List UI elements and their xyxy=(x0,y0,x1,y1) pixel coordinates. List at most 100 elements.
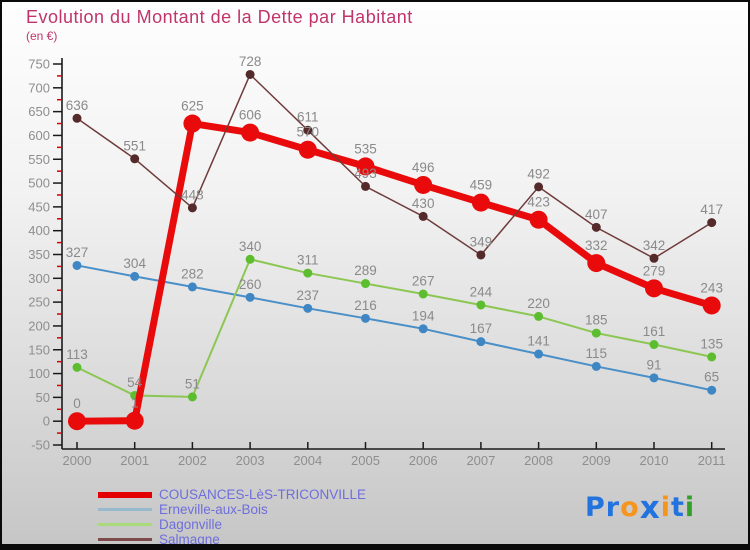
data-label: 141 xyxy=(527,334,550,349)
data-point xyxy=(130,271,140,281)
data-point xyxy=(534,349,544,359)
data-label: 282 xyxy=(181,266,204,281)
y-tick-label: 150 xyxy=(28,342,50,357)
data-label: 267 xyxy=(412,274,435,289)
legend-item-dagonville: Dagonville xyxy=(98,517,366,532)
data-point xyxy=(534,182,544,192)
data-point xyxy=(125,411,144,430)
data-point xyxy=(361,279,370,289)
data-label: 220 xyxy=(527,296,550,311)
data-point xyxy=(303,268,313,278)
chart-legend: COUSANCES-LèS-TRICONVILLE Erneville-aux-… xyxy=(98,487,366,547)
data-label: 448 xyxy=(181,187,204,202)
legend-item-salmagne: Salmagne xyxy=(98,532,366,547)
data-point xyxy=(241,123,260,142)
data-label: 244 xyxy=(470,284,493,299)
x-tick-label: 2005 xyxy=(351,453,380,468)
data-point xyxy=(72,362,82,372)
data-point xyxy=(649,373,659,383)
y-tick-label: 200 xyxy=(28,318,50,333)
legend-label: Salmagne xyxy=(159,532,220,547)
data-point xyxy=(414,175,433,194)
series-line-COUSANCES-LèS-TRICONVILLE xyxy=(73,120,716,425)
data-point xyxy=(471,193,490,212)
data-point xyxy=(303,125,313,135)
data-label: 728 xyxy=(239,54,262,69)
data-point xyxy=(649,340,659,350)
data-label: 279 xyxy=(643,263,666,278)
data-point xyxy=(72,113,82,123)
data-label: 54 xyxy=(127,375,143,390)
y-tick-label: 50 xyxy=(36,390,50,405)
data-label: 417 xyxy=(700,202,723,217)
x-tick-label: 2007 xyxy=(466,453,495,468)
data-label: 611 xyxy=(297,110,319,125)
data-point xyxy=(591,361,601,371)
data-label: 0 xyxy=(73,396,81,411)
data-point xyxy=(418,211,428,221)
data-point xyxy=(361,181,370,191)
data-label: 496 xyxy=(412,160,435,175)
y-tick-label: 350 xyxy=(28,247,50,262)
data-label: 113 xyxy=(66,347,88,362)
legend-item-erneville: Erneville-aux-Bois xyxy=(98,502,366,517)
legend-label: Erneville-aux-Bois xyxy=(159,502,268,517)
data-label: 194 xyxy=(412,308,435,323)
data-point xyxy=(245,292,255,302)
data-label: 135 xyxy=(700,336,723,351)
logo-letter: t xyxy=(670,492,685,523)
data-point xyxy=(187,282,197,292)
y-tick-label: 100 xyxy=(28,366,50,381)
data-point xyxy=(187,392,197,402)
legend-swatch-erneville xyxy=(98,508,152,511)
logo-letter: P xyxy=(585,492,606,523)
chart-title: Evolution du Montant de la Dette par Hab… xyxy=(26,7,413,27)
data-point xyxy=(534,311,544,321)
x-tick-label: 2001 xyxy=(120,453,149,468)
data-label: 349 xyxy=(470,234,493,249)
y-tick-label: 0 xyxy=(43,414,50,429)
legend-item-cousances: COUSANCES-LèS-TRICONVILLE xyxy=(98,487,366,502)
data-point xyxy=(645,279,663,298)
proxiti-logo: Proxiti xyxy=(585,492,696,524)
data-label: 493 xyxy=(354,166,377,181)
data-label: 161 xyxy=(643,324,666,339)
data-label: 167 xyxy=(470,321,493,336)
legend-swatch-salmagne xyxy=(98,538,152,541)
data-point xyxy=(702,296,721,315)
data-label: 636 xyxy=(66,98,89,113)
y-tick-label: 600 xyxy=(28,128,50,143)
data-label: 606 xyxy=(239,108,262,123)
legend-label: Dagonville xyxy=(159,517,223,532)
logo-letter: r xyxy=(605,492,621,523)
data-label: 423 xyxy=(527,195,550,210)
data-point xyxy=(298,140,317,159)
data-point xyxy=(649,253,659,263)
debt-evolution-line-chart: 7507006506005505004504003503002502001501… xyxy=(28,54,725,468)
data-label: 51 xyxy=(185,376,200,391)
data-label: 327 xyxy=(66,245,89,260)
data-label: 1 xyxy=(131,396,139,411)
logo-letter: o xyxy=(620,492,640,523)
y-tick-label: 750 xyxy=(28,57,50,72)
y-tick-label: 450 xyxy=(28,199,50,214)
legend-swatch-cousances xyxy=(98,491,152,498)
data-point xyxy=(361,313,370,323)
data-label: 342 xyxy=(643,238,666,253)
data-label: 185 xyxy=(585,313,608,328)
data-label: 535 xyxy=(354,141,377,156)
x-tick-label: 2003 xyxy=(236,453,265,468)
data-label: 625 xyxy=(181,99,204,114)
data-label: 91 xyxy=(646,357,661,372)
data-point xyxy=(529,210,548,229)
series-line-Erneville-aux-Bois xyxy=(76,264,713,392)
logo-letter: i xyxy=(684,492,696,523)
data-point xyxy=(476,250,486,260)
data-label: 551 xyxy=(123,138,146,153)
logo-letter: i xyxy=(660,492,671,523)
data-point xyxy=(476,337,486,347)
y-tick-label: 500 xyxy=(28,176,50,191)
y-tick-label: -50 xyxy=(31,438,50,453)
x-tick-label: 2010 xyxy=(640,453,669,468)
